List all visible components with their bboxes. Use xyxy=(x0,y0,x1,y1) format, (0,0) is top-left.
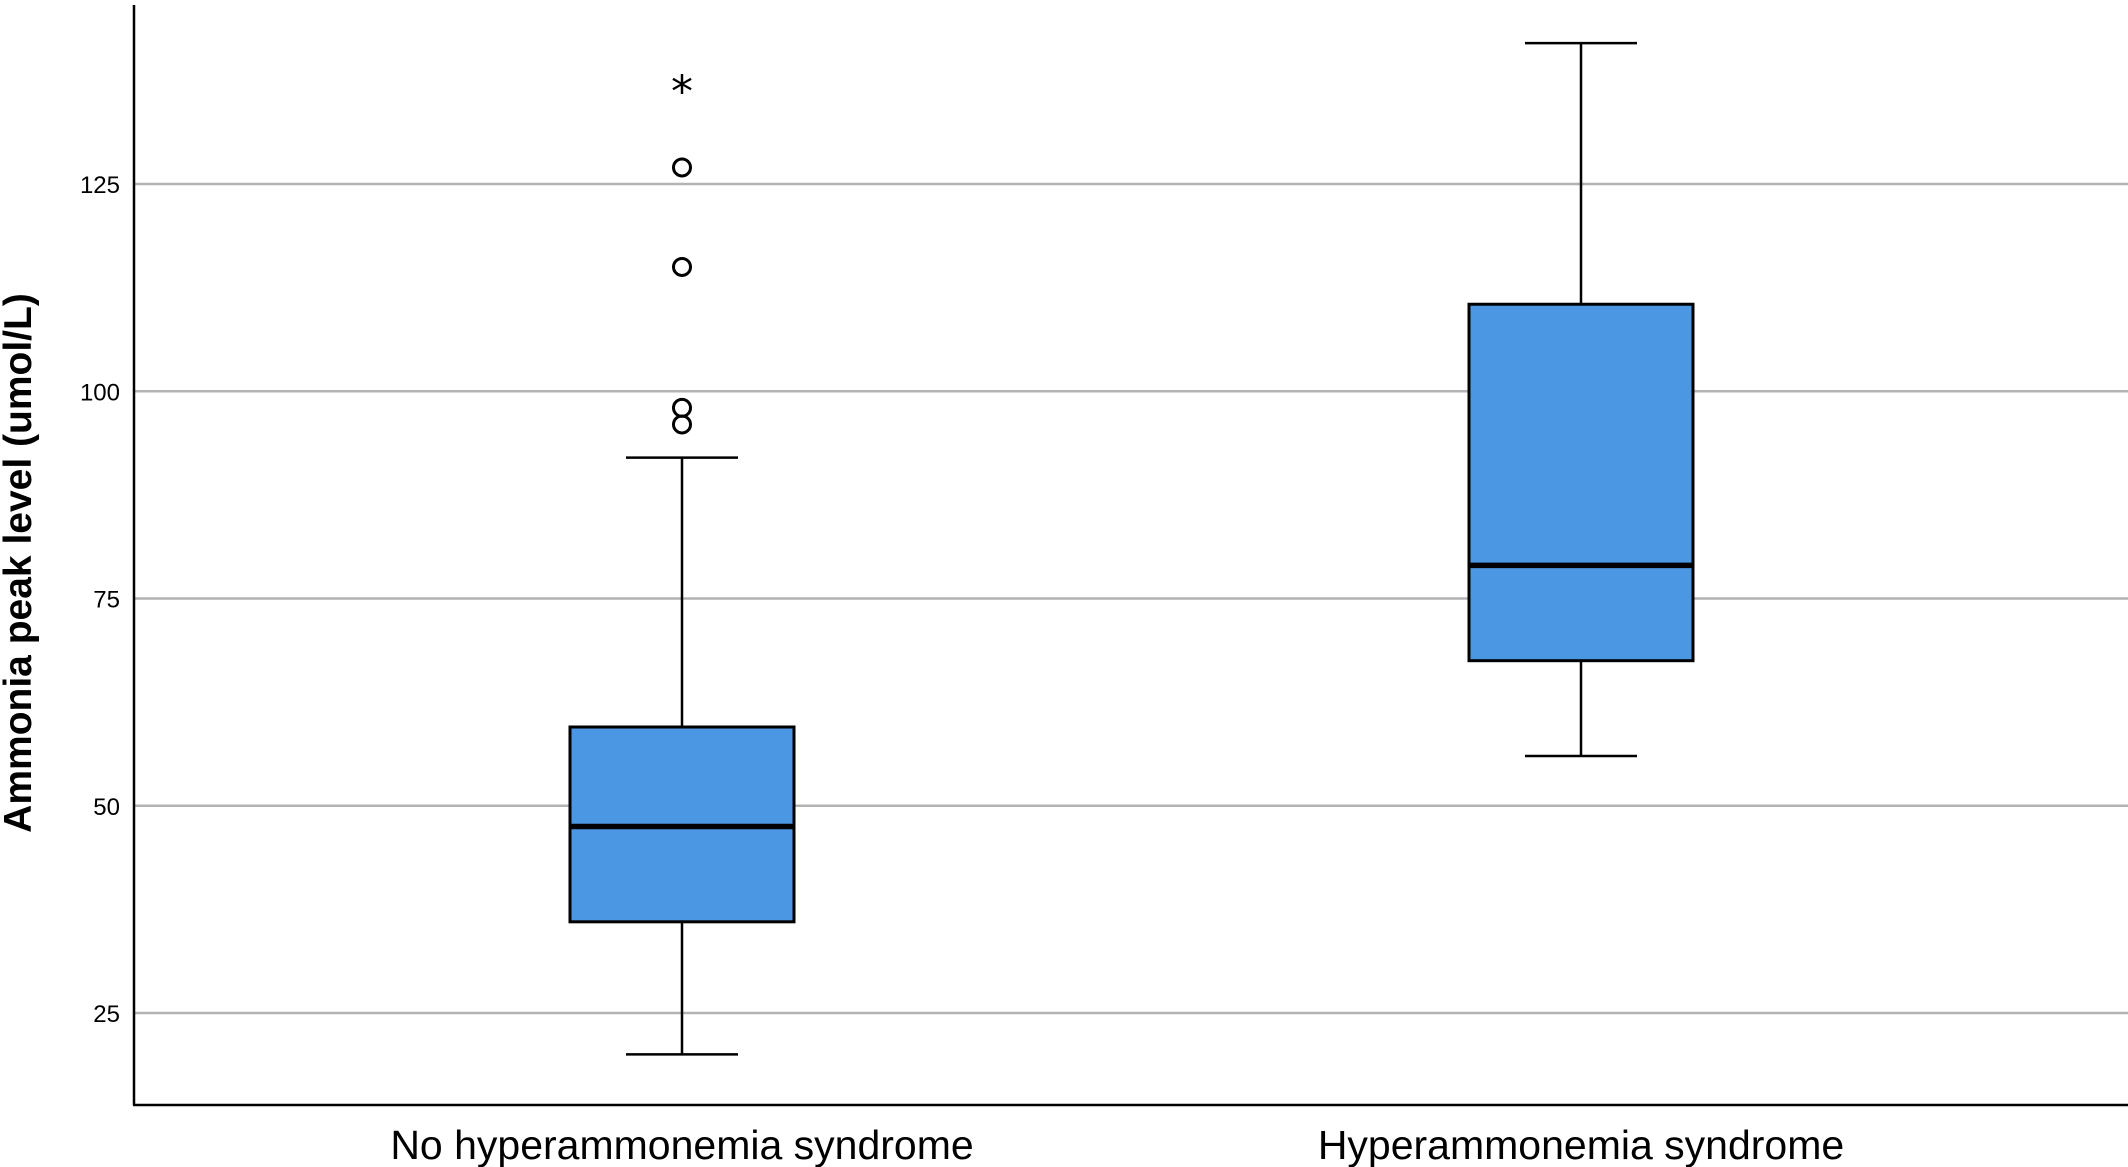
y-tick-label: 100 xyxy=(80,379,120,406)
y-tick-label: 25 xyxy=(93,1001,120,1028)
y-tick-labels: 25 50 75 100 125 xyxy=(80,172,120,1028)
iqr-box xyxy=(1467,302,1695,663)
extreme-outlier-marker: * xyxy=(671,67,693,118)
outlier-point xyxy=(672,414,692,435)
x-category-label: No hyperammonemia syndrome xyxy=(390,1122,973,1167)
y-tick-label: 75 xyxy=(93,587,120,614)
x-category-labels: No hyperammonemia syndrome Hyperammonemia… xyxy=(390,1122,1844,1167)
outlier-point xyxy=(672,157,692,178)
outlier-point xyxy=(672,397,692,418)
box-group-1: * xyxy=(568,67,796,1056)
gridlines xyxy=(134,182,2128,1015)
y-tick-label: 50 xyxy=(93,794,120,821)
outlier-point xyxy=(672,256,692,277)
boxes-layer: * xyxy=(568,41,1695,1056)
y-tick-label: 125 xyxy=(80,172,120,199)
x-category-label: Hyperammonemia syndrome xyxy=(1318,1122,1844,1167)
box-group-2 xyxy=(1467,41,1695,758)
y-axis-title: Ammonia peak level (umol/L) xyxy=(0,293,40,833)
